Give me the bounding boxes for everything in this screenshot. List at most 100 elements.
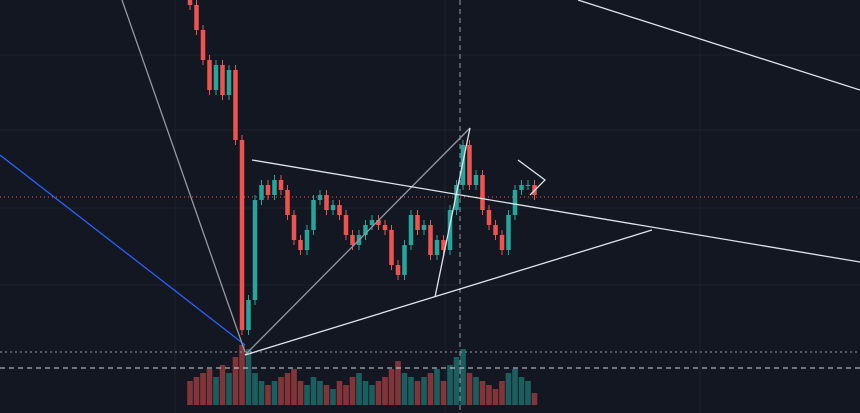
candle-body — [311, 200, 316, 230]
volume-bar — [362, 381, 369, 405]
candle-body — [415, 215, 420, 230]
volume-bar — [310, 377, 317, 405]
volume-bar — [440, 381, 447, 405]
candle-body — [395, 265, 401, 275]
volume-bar — [271, 381, 278, 405]
volume-bar — [245, 349, 252, 405]
volume-bar — [265, 385, 271, 405]
candle-body — [506, 215, 511, 250]
volume-bar — [473, 377, 479, 405]
volume-bar — [356, 373, 362, 405]
candle-body — [350, 235, 355, 245]
volume-bar — [499, 381, 505, 405]
candle-body — [233, 70, 238, 140]
candle-body — [317, 195, 323, 200]
candle-body — [343, 215, 349, 235]
candle-body — [493, 225, 498, 235]
volume-bar — [382, 377, 388, 405]
volume-bar — [219, 365, 226, 405]
candle-body — [252, 200, 258, 300]
trend-line — [244, 229, 653, 356]
candle-body — [239, 140, 245, 330]
candle-body — [259, 185, 264, 200]
candle-body — [337, 205, 342, 215]
candle-body — [291, 215, 297, 240]
volume-bar — [401, 373, 408, 405]
volume-bar — [434, 369, 440, 405]
trend-line — [577, 0, 860, 91]
candle-body — [519, 185, 524, 190]
volume-bar — [232, 357, 239, 405]
volume-bar — [349, 377, 356, 405]
candle-body — [421, 225, 427, 230]
volume-bar — [297, 381, 304, 405]
volume-bar — [531, 393, 538, 405]
candle-body — [382, 225, 388, 230]
candle-body — [402, 245, 407, 275]
volume-bar — [252, 373, 258, 405]
trend-line — [244, 127, 471, 356]
volume-bar — [388, 369, 395, 405]
candle-body — [480, 175, 485, 210]
candle-body — [272, 180, 277, 195]
volume-bar — [447, 365, 453, 405]
candle-body — [330, 205, 336, 210]
candle-body — [447, 210, 453, 250]
volume-bar — [336, 381, 343, 405]
trend-line — [434, 127, 471, 298]
volume-bar — [239, 345, 245, 405]
volume-bar — [323, 385, 330, 405]
candle-body — [389, 230, 394, 265]
volume-bar — [193, 377, 200, 405]
candle-body — [434, 240, 440, 255]
candle-body — [512, 190, 518, 215]
volume-bar — [343, 385, 349, 405]
candle-body — [454, 185, 459, 210]
trend-line — [517, 159, 546, 196]
volume-bar — [226, 373, 232, 405]
candle-body — [304, 230, 310, 250]
candle-body — [278, 180, 284, 190]
volume-bar — [414, 381, 421, 405]
volume-bar — [525, 381, 531, 405]
candle-body — [324, 195, 329, 210]
trend-line — [0, 154, 246, 346]
volume-bar — [460, 349, 466, 405]
candle-body — [376, 220, 381, 225]
candle-body — [486, 210, 492, 225]
volume-bar — [421, 377, 427, 405]
candle-body — [226, 70, 232, 95]
candle-body — [298, 240, 303, 250]
volume-bar — [375, 381, 382, 405]
candle-body — [246, 300, 251, 330]
candle-body — [499, 235, 505, 250]
candle-body — [213, 65, 219, 90]
volume-bar — [304, 385, 310, 405]
candle-body — [220, 65, 225, 95]
volume-bar — [206, 369, 213, 405]
volume-bar — [278, 377, 284, 405]
volume-bar — [395, 361, 401, 405]
volume-bar — [479, 381, 486, 405]
candle-body — [473, 175, 479, 185]
volume-bar — [369, 385, 375, 405]
volume-bar — [466, 373, 473, 405]
volume-bar — [317, 381, 323, 405]
volume-bar — [505, 373, 512, 405]
volume-bar — [492, 389, 499, 405]
candle-body — [285, 190, 290, 215]
candle-body — [441, 240, 446, 250]
candle-body — [363, 225, 368, 235]
volume-bar — [284, 373, 291, 405]
trend-line — [121, 0, 246, 353]
volume-bar — [427, 373, 434, 405]
candle-body — [194, 5, 199, 30]
candle-body — [428, 225, 433, 255]
candle-body — [265, 185, 271, 195]
volume-bar — [213, 377, 219, 405]
candle-body — [207, 60, 212, 90]
volume-bar — [486, 385, 492, 405]
